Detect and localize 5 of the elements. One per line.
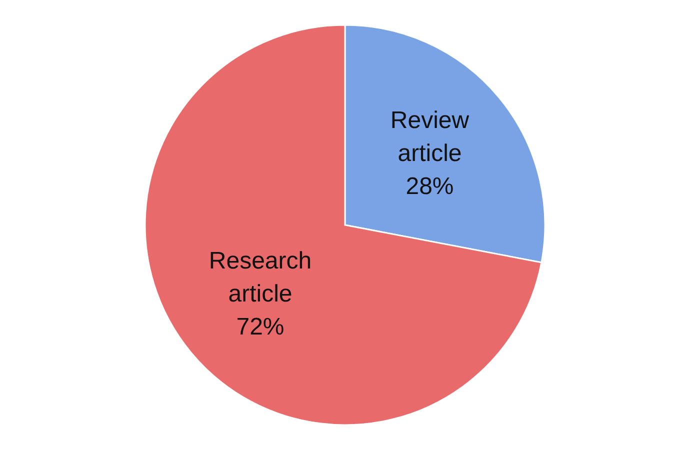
slice-label: Research article [208, 247, 312, 308]
data-label: 72% [236, 313, 284, 340]
data-label: 28% [406, 173, 454, 200]
pie-slice [144, 24, 542, 426]
slice-label: Review article [390, 107, 470, 168]
